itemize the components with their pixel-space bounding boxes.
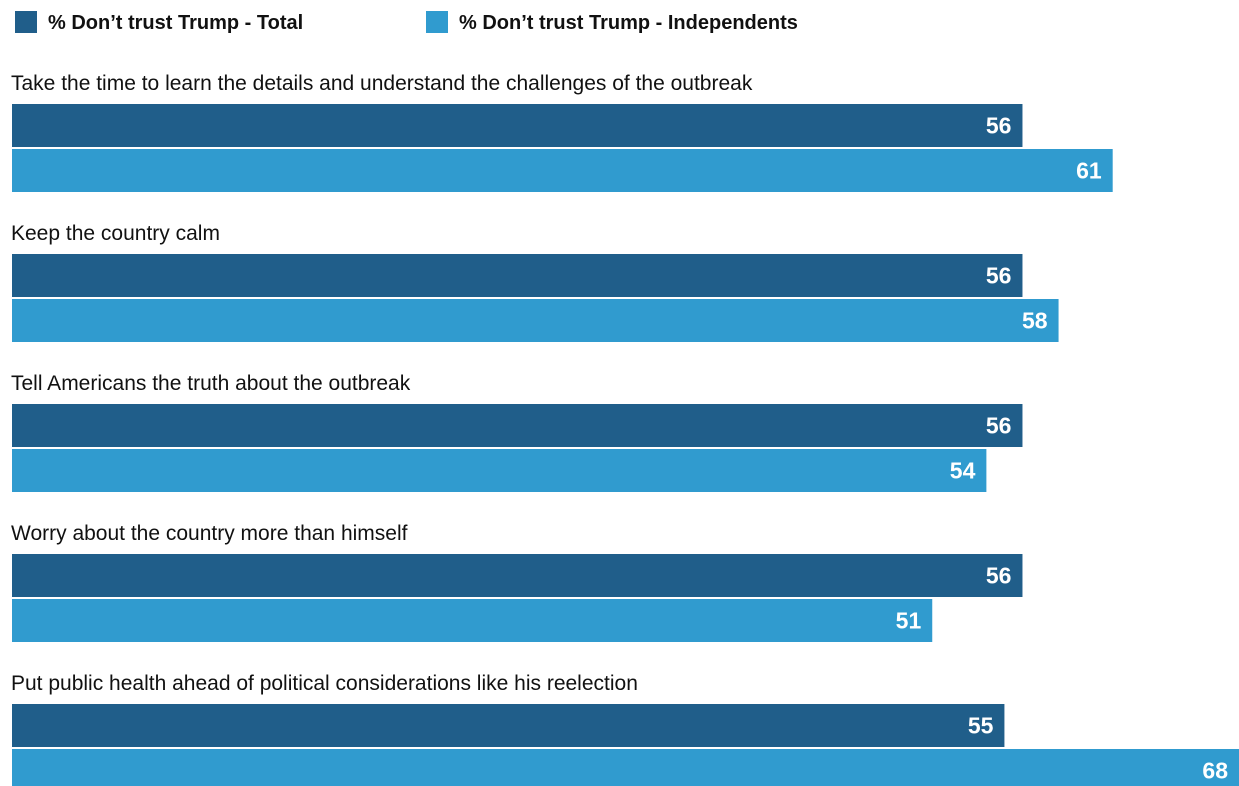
category-label: Worry about the country more than himsel… [11,522,408,545]
bar-group: Put public health ahead of political con… [11,672,1239,786]
bar-series-2 [12,299,1059,342]
bar-series-1 [12,104,1023,147]
legend-item-2: % Don’t trust Trump - Independents [426,11,798,34]
bar-group: Tell Americans the truth about the outbr… [11,372,1023,492]
value-label: 61 [1076,158,1102,184]
bar-series-1 [12,554,1023,597]
category-label: Keep the country calm [11,222,220,245]
legend-swatch-2 [426,11,448,33]
legend-label-1: % Don’t trust Trump - Total [48,12,303,34]
value-label: 68 [1202,758,1228,784]
value-label: 56 [986,113,1012,139]
legend-item-1: % Don’t trust Trump - Total [15,11,303,34]
category-label: Take the time to learn the details and u… [11,72,753,95]
bar-group: Keep the country calm 56 58 [11,222,1059,342]
bar-series-2 [12,149,1113,192]
value-label: 55 [968,713,994,739]
legend-label-2: % Don’t trust Trump - Independents [459,12,798,34]
value-label: 56 [986,413,1012,439]
category-label: Tell Americans the truth about the outbr… [11,372,411,395]
value-label: 51 [896,608,922,634]
bar-series-2 [12,599,933,642]
bar-series-2 [12,749,1239,786]
legend-swatch-1 [15,11,37,33]
value-label: 56 [986,563,1012,589]
value-label: 54 [950,458,976,484]
bar-series-1 [12,704,1005,747]
bar-series-1 [12,404,1023,447]
value-label: 56 [986,263,1012,289]
bar-series-1 [12,254,1023,297]
bar-group: Worry about the country more than himsel… [11,522,1023,642]
bar-groups: Take the time to learn the details and u… [11,72,1239,786]
category-label: Put public health ahead of political con… [11,672,638,695]
legend: % Don’t trust Trump - Total % Don’t trust… [15,11,798,34]
bar-series-2 [12,449,987,492]
bar-group: Take the time to learn the details and u… [11,72,1113,192]
value-label: 58 [1022,308,1048,334]
